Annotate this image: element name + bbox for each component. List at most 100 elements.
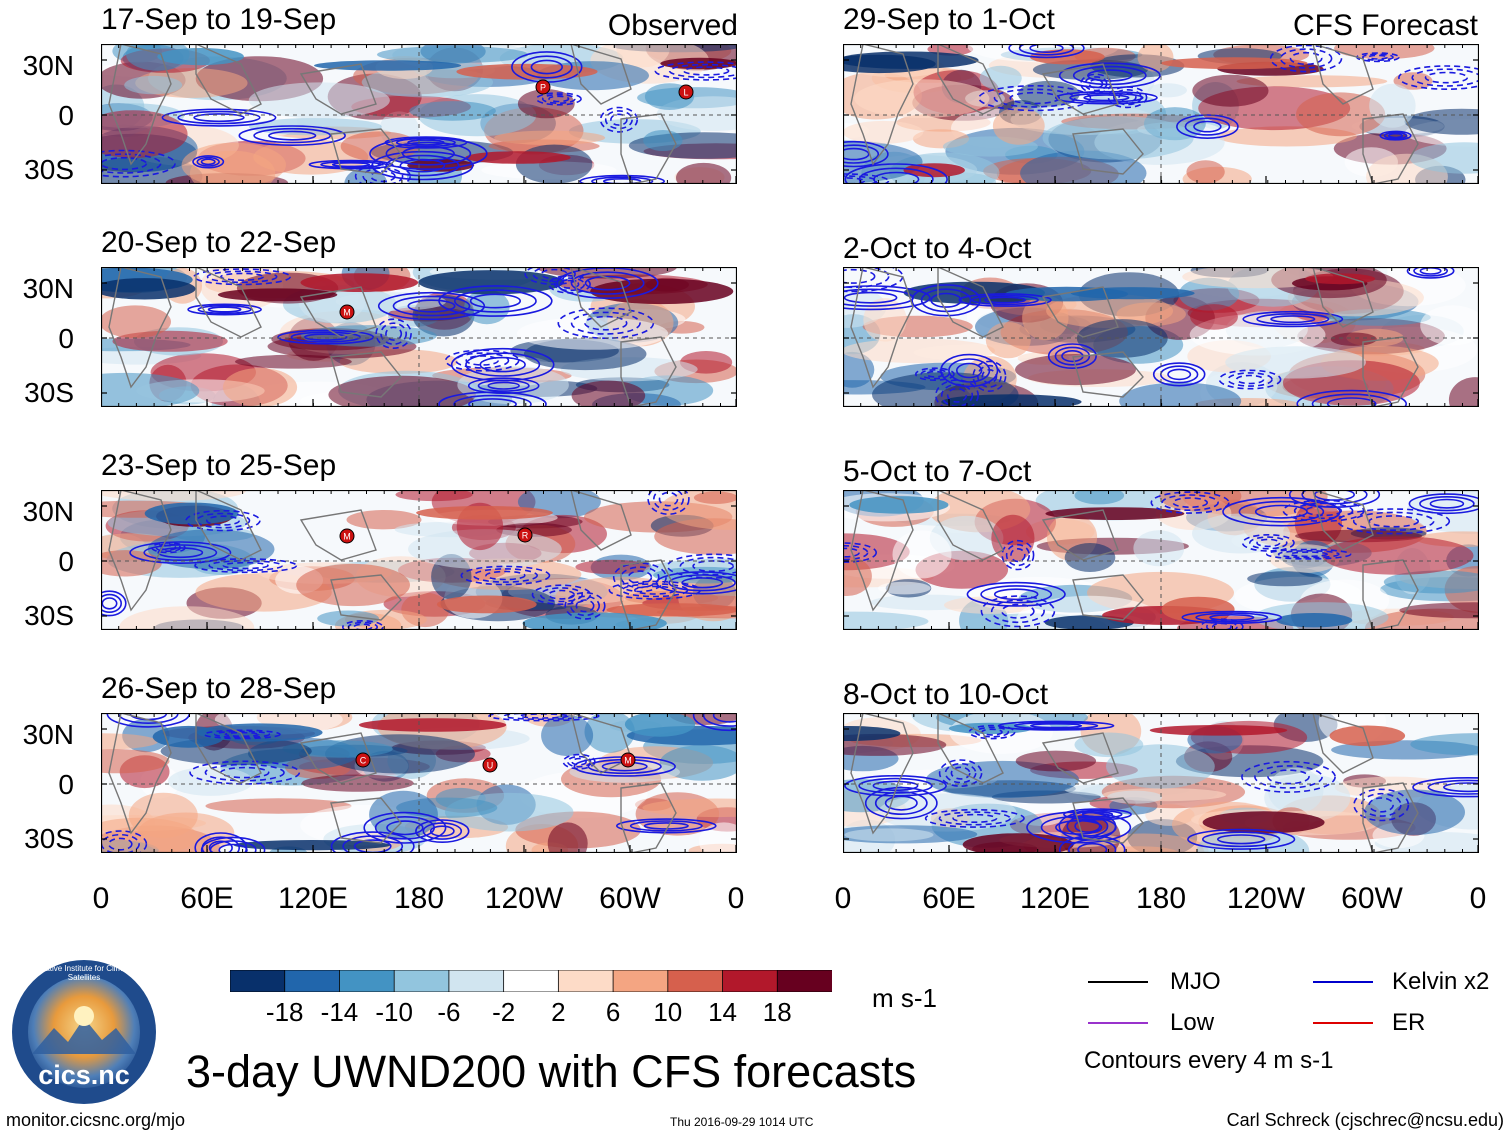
kelvin-contour (1337, 508, 1451, 535)
wind-anomaly-shading (1225, 346, 1366, 379)
wind-anomaly-shading (992, 107, 1045, 145)
kelvin-contour (530, 59, 563, 75)
map-panel-right-1 (843, 44, 1479, 184)
coastline (1312, 490, 1374, 551)
lat-label-30s: 30S (24, 600, 74, 631)
coastline (108, 490, 172, 612)
wind-anomaly-shading (676, 162, 732, 184)
colorbar-swatch (284, 969, 341, 993)
kelvin-contour (679, 556, 737, 576)
kelvin-contour (1427, 779, 1479, 795)
cics-logo: Cooperative Institute for Climate and Sa… (10, 958, 158, 1106)
lon-label-120w: 120W (484, 882, 564, 915)
kelvin-contour (1282, 499, 1365, 522)
storm-marker: M (620, 752, 636, 768)
wind-anomaly-shading (1330, 332, 1377, 346)
kelvin-contour (1288, 490, 1381, 508)
wind-anomaly-shading (1119, 382, 1242, 407)
kelvin-contour (1018, 44, 1075, 56)
kelvin-contour (1443, 782, 1479, 793)
wind-anomaly-shading (301, 774, 414, 792)
storm-marker-label: U (487, 761, 494, 771)
kelvin-contour (277, 329, 375, 345)
kelvin-contour (268, 130, 317, 141)
wind-anomaly-shading (843, 611, 929, 630)
kelvin-contour (209, 840, 257, 853)
kelvin-contour (993, 588, 1039, 601)
kelvin-contour (455, 352, 510, 369)
lon-label-60e: 60E (922, 882, 976, 915)
kelvin-contour (1107, 86, 1148, 109)
lat-label-30s: 30S (24, 377, 74, 408)
legend-line-low (1088, 1022, 1148, 1024)
kelvin-contour (1235, 374, 1265, 385)
colorbar-units: m s-1 (872, 983, 937, 1013)
kelvin-contour (369, 137, 488, 171)
kelvin-contour (1054, 346, 1091, 366)
kelvin-contour (1222, 496, 1341, 527)
colorbar-swatch (229, 969, 286, 993)
kelvin-contour (570, 311, 641, 335)
lat-label-30s: 30S (24, 154, 74, 185)
colorbar-swatch (776, 969, 833, 993)
legend-line-mjo (1088, 981, 1148, 983)
wind-anomaly-shading (854, 79, 990, 118)
kelvin-contour (101, 593, 122, 613)
storm-marker-label: R (522, 531, 529, 541)
wind-anomaly-shading (217, 288, 338, 302)
kelvin-contour (843, 542, 877, 563)
coastline (1362, 559, 1419, 630)
kelvin-contour (978, 84, 1092, 112)
kelvin-contour (444, 349, 520, 372)
kelvin-contour (1069, 92, 1144, 103)
kelvin-contour (570, 271, 645, 295)
kelvin-contour (1010, 547, 1026, 563)
wind-anomaly-shading (1322, 536, 1474, 575)
kelvin-contour (308, 159, 394, 170)
kelvin-contour (1266, 548, 1352, 560)
kelvin-contour (1238, 500, 1325, 523)
panel-title-right-3: 5-Oct to 7-Oct (843, 455, 1032, 488)
storm-marker-label: M (343, 532, 351, 542)
wind-anomaly-shading (843, 51, 979, 69)
lon-label-180: 180 (1135, 882, 1187, 915)
source-url[interactable]: monitor.cicsnc.org/mjo (6, 1110, 186, 1130)
coastline (330, 351, 402, 398)
wind-anomaly-shading (101, 550, 162, 577)
coastline (620, 336, 677, 407)
logo-text: cics.nc (38, 1060, 130, 1090)
coastline (195, 267, 262, 338)
lon-label-60w: 60W (599, 882, 661, 915)
wind-anomaly-shading (1409, 142, 1479, 174)
wind-anomaly-shading (843, 338, 995, 364)
kelvin-contour (535, 92, 582, 106)
kelvin-contour (1195, 612, 1269, 623)
wind-anomaly-shading (409, 101, 496, 121)
kelvin-contour (1301, 490, 1368, 505)
figure-title: 3-day UWND200 with CFS forecasts (186, 1046, 917, 1097)
coastline (1072, 574, 1144, 621)
kelvin-contour (1058, 811, 1117, 841)
coastline (850, 713, 914, 835)
kelvin-contour (1368, 515, 1420, 528)
lon-label-120e: 120E (1019, 882, 1091, 915)
kelvin-contour (129, 541, 232, 565)
kelvin-contour (579, 174, 665, 184)
kelvin-contour (692, 713, 737, 732)
timestamp: Thu 2016-09-29 1014 UTC (670, 1115, 814, 1129)
kelvin-contour (1242, 310, 1344, 328)
mountain-icon (32, 1018, 136, 1054)
kelvin-contour (1406, 267, 1455, 279)
coastline (1312, 44, 1374, 105)
kelvin-contour (1429, 498, 1465, 509)
coastline (620, 113, 677, 184)
colorbar-tick-label: 2 (551, 997, 566, 1027)
kelvin-contour (524, 267, 584, 285)
coastline (1312, 713, 1374, 774)
kelvin-contour (1227, 372, 1273, 387)
storm-marker: C (355, 752, 371, 768)
wind-anomaly-shading (590, 278, 734, 305)
wind-anomaly-shading (1364, 789, 1465, 835)
wind-anomaly-shading (1276, 613, 1353, 628)
legend-label-mjo: MJO (1170, 968, 1221, 995)
